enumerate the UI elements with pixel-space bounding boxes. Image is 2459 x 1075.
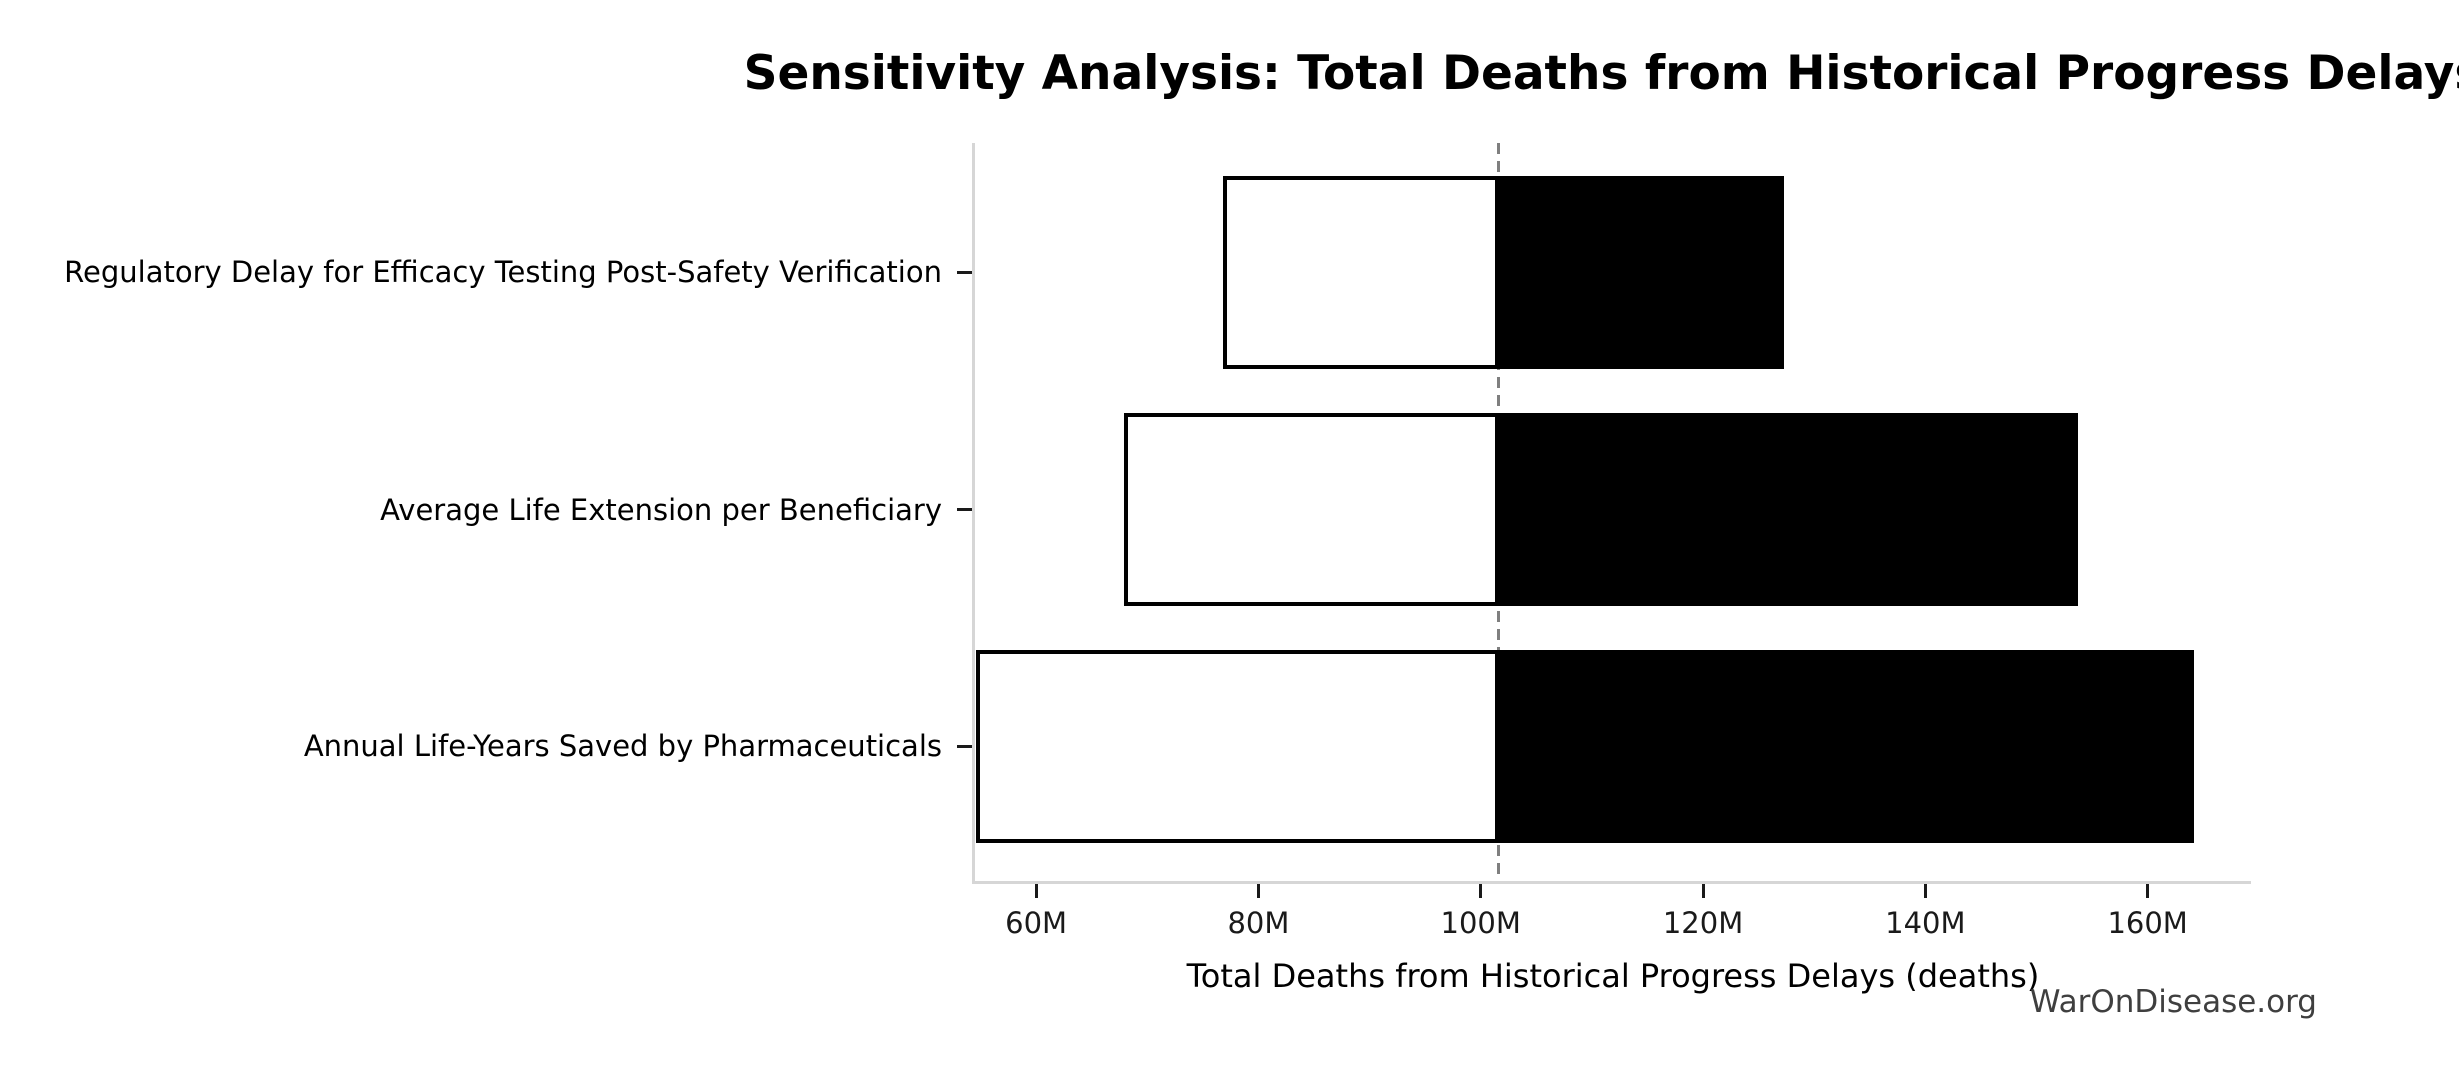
chart-title: Sensitivity Analysis: Total Deaths from … [743,46,2459,101]
y-tick [957,744,972,748]
watermark: WarOnDisease.org [2029,984,2317,1020]
x-tick-label: 160M [2107,906,2188,940]
category-label: Regulatory Delay for Efficacy Testing Po… [64,255,942,289]
y-tick [957,270,972,274]
x-tick-label: 120M [1662,906,1744,940]
y-tick [957,508,972,511]
x-tick-label: 100M [1440,906,1521,940]
x-tick [1034,884,1038,898]
x-tick [1701,884,1705,898]
bar-low [976,649,1499,843]
x-axis-label: Total Deaths from Historical Progress De… [1186,957,2040,995]
x-tick [1923,884,1927,898]
category-label: Annual Life-Years Saved by Pharmaceutica… [303,729,942,763]
x-tick [1479,884,1483,898]
x-tick-label: 80M [1227,906,1290,940]
bar-high [1498,649,2195,843]
x-axis-line [973,881,2251,884]
x-tick-label: 60M [1005,906,1068,940]
x-tick-label: 140M [1885,906,1966,940]
bar-low [1123,413,1499,606]
category-label: Average Life Extension per Beneficiary [380,492,942,527]
bar-high [1498,413,2078,606]
y-axis-spine [972,143,975,884]
bar-high [1498,175,1785,369]
bar-low [1222,175,1499,369]
x-tick [1256,884,1260,898]
x-tick [2146,884,2150,898]
